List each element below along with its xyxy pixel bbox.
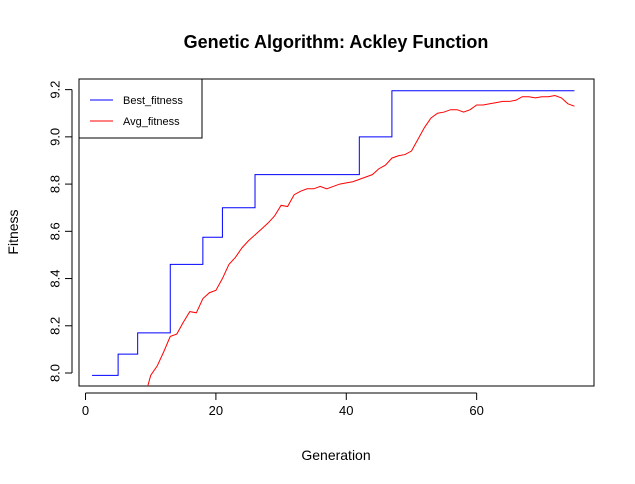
series-layer — [92, 90, 575, 386]
y-tick-label: 9.0 — [48, 128, 63, 146]
chart-title: Genetic Algorithm: Ackley Function — [184, 32, 489, 52]
legend-label-best-fitness: Best_fitness — [123, 95, 183, 107]
y-tick-label: 8.4 — [48, 270, 63, 288]
y-axis: 8.0 8.2 8.4 8.6 8.8 9.0 9.2 — [48, 81, 73, 382]
series-line-avg-fitness — [147, 95, 575, 386]
x-tick-label: 60 — [469, 403, 483, 418]
x-axis: 0 20 40 60 — [82, 392, 484, 418]
x-tick-label: 40 — [339, 403, 353, 418]
plot-area — [78, 78, 595, 387]
y-tick-label: 8.0 — [48, 364, 63, 382]
series-line-best-fitness — [92, 90, 575, 376]
x-axis-label: Generation — [301, 447, 370, 463]
legend-box — [78, 78, 203, 139]
plot-frame — [78, 78, 595, 387]
y-tick-label: 8.8 — [48, 175, 63, 193]
x-tick-label: 0 — [82, 403, 89, 418]
x-tick-label: 20 — [209, 403, 223, 418]
y-tick-label: 8.2 — [48, 317, 63, 335]
y-tick-label: 9.2 — [48, 81, 63, 99]
y-tick-label: 8.6 — [48, 222, 63, 240]
y-axis-label: Fitness — [5, 209, 21, 254]
legend: Best_fitness Avg_fitness — [78, 78, 203, 139]
legend-label-avg-fitness: Avg_fitness — [123, 116, 180, 128]
